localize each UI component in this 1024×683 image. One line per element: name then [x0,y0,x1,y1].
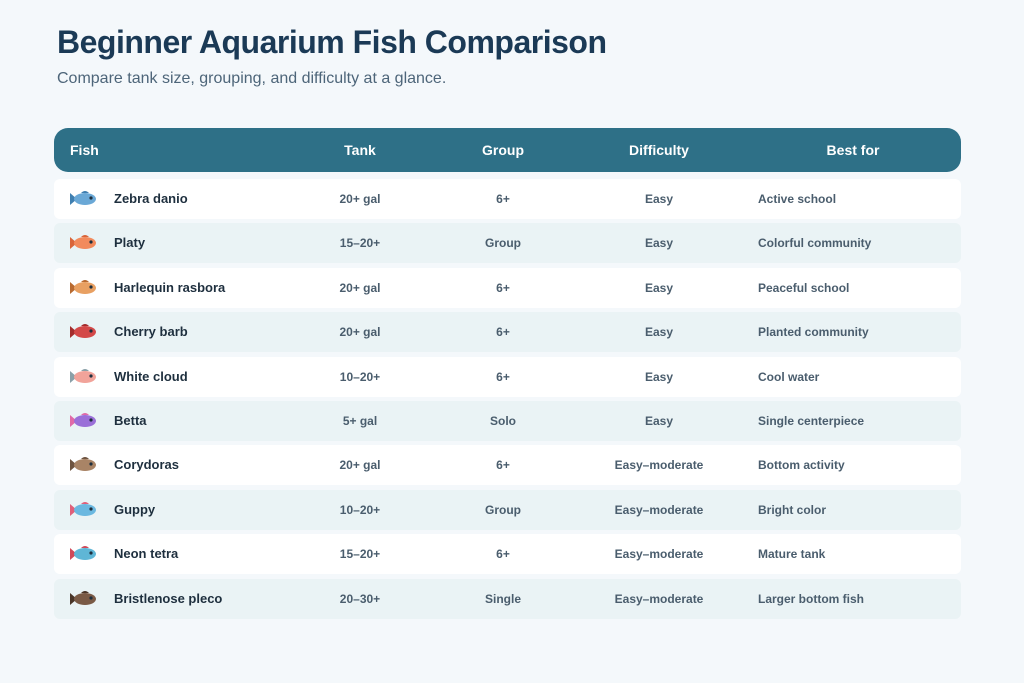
table-cell: Easy [644,369,674,384]
table-cell: 6+ [496,192,510,206]
table-row: White cloud 10–20+ 6+ Easy Cool water [54,356,961,397]
fish-name: Platy [114,235,146,251]
table-cell: 6+ [496,280,510,295]
table-row: Betta 5+ gal Solo Easy Single centerpiece [54,401,961,441]
table-cell: Active school [758,192,837,206]
table-row: Zebra danio 20+ gal 6+ Easy Active school [54,179,961,219]
fish-icon [70,279,96,294]
column-header: Fish [70,142,99,158]
table-cell: Bottom activity [758,458,845,473]
table-row: Cherry barb 20+ gal 6+ Easy Planted communit… [54,312,961,353]
page-title: Beginner Aquarium Fish Comparison [57,24,607,60]
table-cell: 5+ gal [342,414,378,428]
table-cell: 20+ gal [339,325,381,340]
table-cell: Larger bottom fish [758,591,865,606]
table-cell: Easy–moderate [614,591,704,606]
table-cell: Bright color [758,502,826,517]
column-header: Tank [344,142,376,158]
table-cell: Planted community [758,325,869,340]
table-cell: 20+ gal [339,280,381,295]
table-row: Corydoras 20+ gal 6+ Easy–moderate Bottom ac… [54,445,961,486]
fish-name: White cloud [114,368,188,384]
table-row: Platy 15–20+ Group Easy Colorful community [54,223,961,264]
column-header: Difficulty [629,142,689,158]
fish-icon [70,368,96,383]
table-cell: 6+ [496,458,510,473]
page-subtitle: Compare tank size, grouping, and difficu… [57,70,447,87]
fish-icon [70,235,96,250]
fish-icon [70,191,96,205]
table-cell: 6+ [496,325,510,340]
table-cell: Single [484,591,521,606]
table-cell: 20+ gal [339,192,381,206]
table-row: Guppy 10–20+ Group Easy–moderate Bright colo… [54,489,961,530]
table-cell: 20–30+ [339,591,381,606]
table-cell: Easy [644,192,674,206]
table-header: Fish Tank Group Difficulty Best for [54,128,961,172]
table-cell: Mature tank [758,547,826,562]
table-cell: Group [485,502,521,517]
table-cell: 20+ gal [339,458,381,473]
fish-icon [70,501,96,516]
column-header: Best for [826,142,880,158]
table-cell: Colorful community [758,236,872,251]
table-cell: Single centerpiece [758,414,865,428]
table-cell: Group [485,236,521,251]
fish-icon [70,546,96,561]
fish-icon [70,324,96,339]
table-row: Harlequin rasbora 20+ gal 6+ Easy Peaceful s… [54,267,961,308]
table-cell: Easy [644,414,674,428]
table-cell: Easy–moderate [614,502,704,517]
table-cell: Easy [644,280,674,295]
fish-icon [70,590,96,605]
table-cell: Easy–moderate [614,547,704,562]
table-cell: Peaceful school [758,280,850,295]
table-cell: 15–20+ [339,236,381,251]
fish-name: Zebra danio [114,191,188,206]
table-cell: 6+ [496,369,510,384]
fish-name: Guppy [114,501,156,517]
table-cell: 10–20+ [339,369,381,384]
column-header: Group [482,142,524,158]
table-cell: Easy–moderate [614,458,704,473]
fish-icon [70,413,96,427]
table-cell: Solo [490,414,516,428]
fish-name: Bristlenose pleco [114,590,223,606]
table-cell: 6+ [496,547,510,562]
fish-name: Neon tetra [114,546,179,562]
table-cell: 10–20+ [339,502,381,517]
table-cell: 15–20+ [339,547,381,562]
table-cell: Cool water [758,369,820,384]
fish-name: Betta [114,413,147,428]
fish-name: Cherry barb [114,324,188,340]
fish-icon [70,457,96,472]
fish-name: Corydoras [114,457,180,473]
table-row: Bristlenose pleco 20–30+ Single Easy–modera… [54,578,961,619]
fish-name: Harlequin rasbora [114,279,226,295]
table-cell: Easy [644,325,674,340]
table-row: Neon tetra 15–20+ 6+ Easy–moderate Mature ta… [54,534,961,575]
table-cell: Easy [644,236,674,251]
